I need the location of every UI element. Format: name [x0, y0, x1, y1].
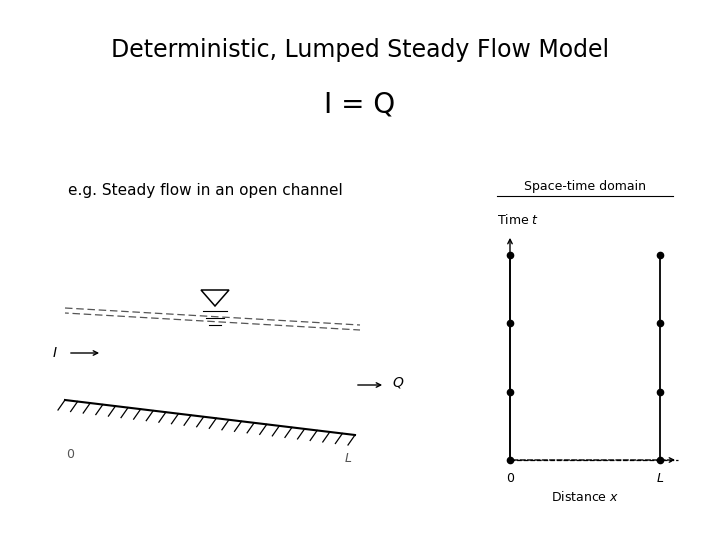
Text: Space-time domain: Space-time domain [524, 180, 646, 193]
Text: Distance $x$: Distance $x$ [551, 490, 619, 504]
Text: 0: 0 [66, 448, 74, 461]
Text: 0: 0 [506, 472, 514, 485]
Text: I = Q: I = Q [325, 90, 395, 118]
Text: Deterministic, Lumped Steady Flow Model: Deterministic, Lumped Steady Flow Model [111, 38, 609, 62]
Text: $L$: $L$ [656, 472, 664, 485]
Text: e.g. Steady flow in an open channel: e.g. Steady flow in an open channel [68, 183, 343, 198]
Text: $Q$: $Q$ [392, 375, 405, 390]
Text: $I$: $I$ [53, 346, 58, 360]
Text: Time $t$: Time $t$ [497, 213, 539, 227]
Text: $L$: $L$ [344, 452, 352, 465]
